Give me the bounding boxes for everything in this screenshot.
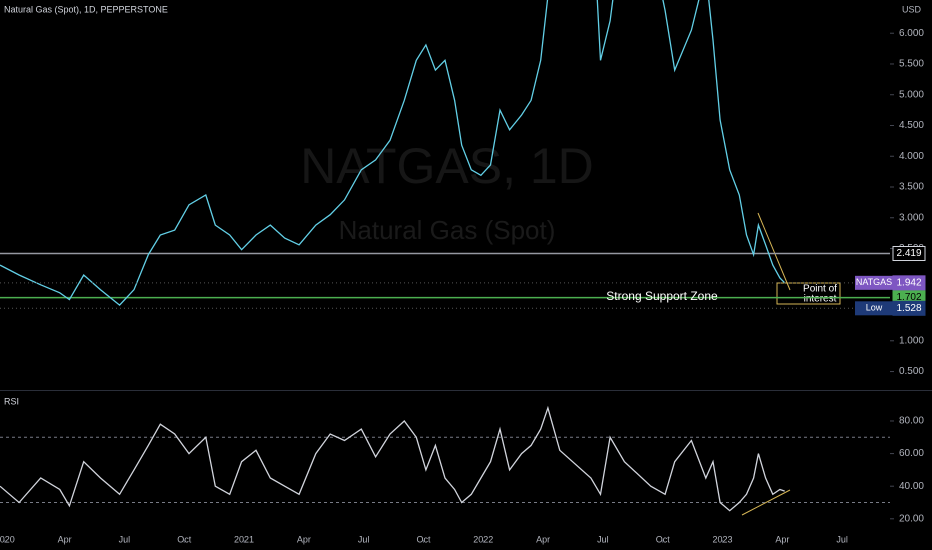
x-tick-label: Oct <box>177 534 192 544</box>
x-tick-label: Apr <box>297 534 311 544</box>
poi-text: interest <box>804 294 837 305</box>
y-tick-label: 60.00 <box>899 448 924 459</box>
y-tick-label: 5.000 <box>899 89 924 100</box>
rsi-trendline <box>741 489 791 516</box>
level-tag <box>892 246 926 261</box>
watermark: NATGAS, 1D <box>300 138 594 194</box>
low-name: Low <box>866 303 883 313</box>
x-tick-label: Oct <box>416 534 431 544</box>
support-label: Strong Support Zone <box>606 289 718 303</box>
rsi-title: RSI <box>4 396 19 406</box>
series <box>0 405 785 512</box>
x-tick-label: Apr <box>775 534 789 544</box>
y-tick-label: 1.000 <box>899 335 924 346</box>
x-tick-label: 2020 <box>0 534 15 544</box>
level-value: 2.419 <box>896 248 921 259</box>
y-tick-label: 3.500 <box>899 182 924 193</box>
last-value: 1.942 <box>896 277 921 288</box>
series <box>0 0 786 306</box>
last-name-tag <box>855 275 893 290</box>
low-value: 1.528 <box>896 303 921 314</box>
x-tick-label: 2021 <box>234 534 254 544</box>
y-tick-label: 5.500 <box>899 59 924 70</box>
x-tick-label: Jul <box>358 534 370 544</box>
x-tick-label: Jul <box>597 534 609 544</box>
price-trendline <box>757 212 791 291</box>
y-tick-label: 80.00 <box>899 416 924 427</box>
y-tick-label: 20.00 <box>899 513 924 524</box>
poi-text: Point of <box>803 284 837 295</box>
x-tick-label: Apr <box>536 534 550 544</box>
line-series <box>0 405 785 512</box>
x-tick-label: Jul <box>119 534 131 544</box>
chart-title: Natural Gas (Spot), 1D, PEPPERSTONE <box>4 4 168 14</box>
y-tick-label: 4.500 <box>899 120 924 131</box>
low-name-tag <box>855 301 893 316</box>
y-tick-label: 3.000 <box>899 212 924 223</box>
y-tick-label: 0.500 <box>899 366 924 377</box>
line-series <box>0 0 786 306</box>
y-tick-label: 40.00 <box>899 481 924 492</box>
level-value: 1.702 <box>896 292 921 303</box>
x-tick-label: 2023 <box>713 534 733 544</box>
currency: USD <box>902 4 922 14</box>
y-tick-label: 4.000 <box>899 151 924 162</box>
x-tick-label: Apr <box>58 534 72 544</box>
last-name: NATGAS <box>856 277 892 287</box>
x-tick-label: Jul <box>836 534 848 544</box>
x-tick-label: 2022 <box>473 534 493 544</box>
y-tick-label: 6.000 <box>899 28 924 39</box>
x-tick-label: Oct <box>656 534 671 544</box>
watermark-sub: Natural Gas (Spot) <box>339 215 556 245</box>
